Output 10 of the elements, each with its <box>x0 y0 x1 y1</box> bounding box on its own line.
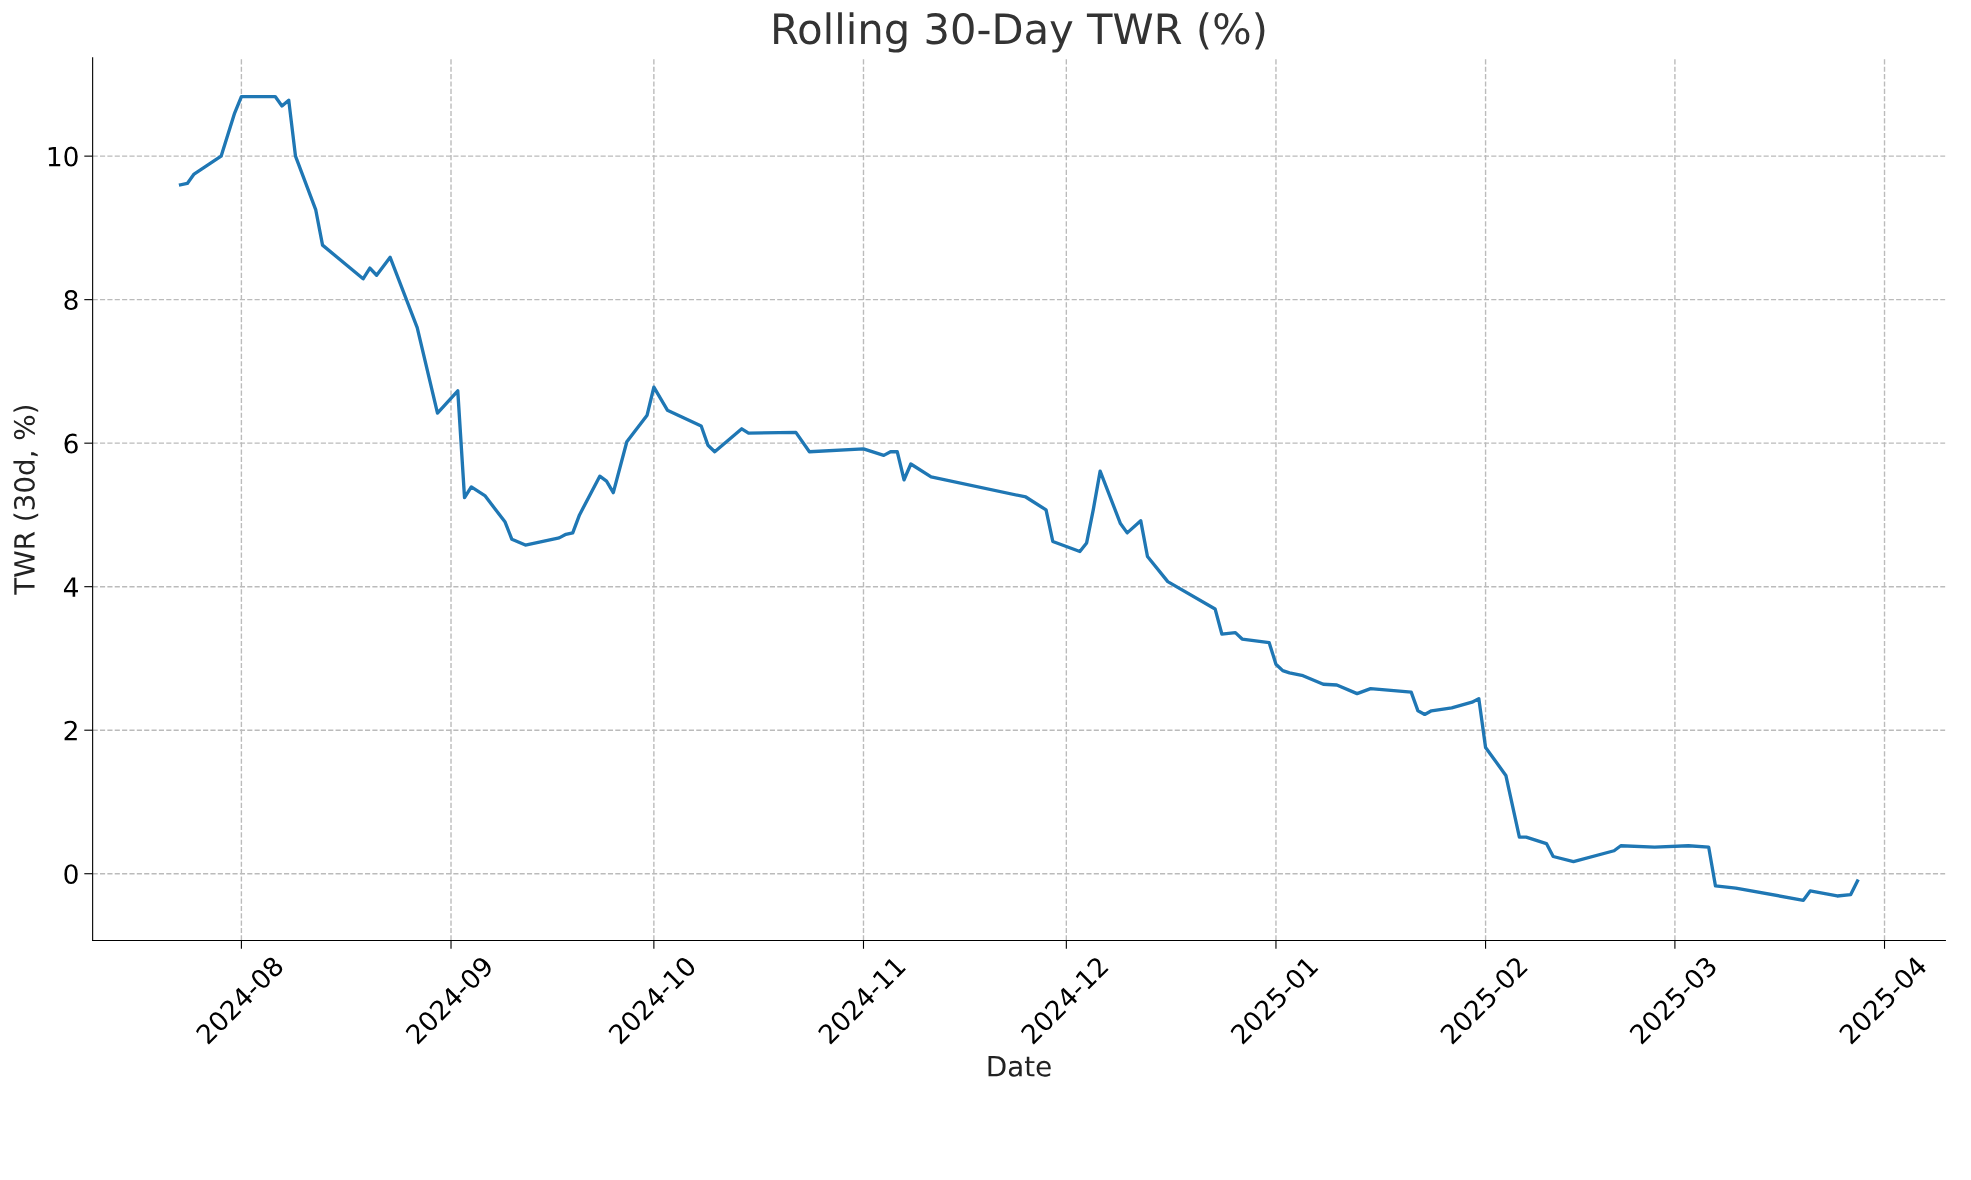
chart-title: Rolling 30-Day TWR (%) <box>774 12 1265 53</box>
y-tick-label: 8 <box>64 290 78 311</box>
y-tick-label: 4 <box>63 577 78 597</box>
x-axis-title: Date <box>988 1056 1051 1077</box>
y-axis-title: TWR (30d, %) <box>13 405 39 595</box>
y-tick-label: 10 <box>48 146 78 167</box>
line-series <box>178 94 1860 902</box>
y-tick-label: 2 <box>64 720 77 741</box>
y-tick-label: 0 <box>64 864 78 885</box>
y-tick-label: 6 <box>64 433 78 454</box>
